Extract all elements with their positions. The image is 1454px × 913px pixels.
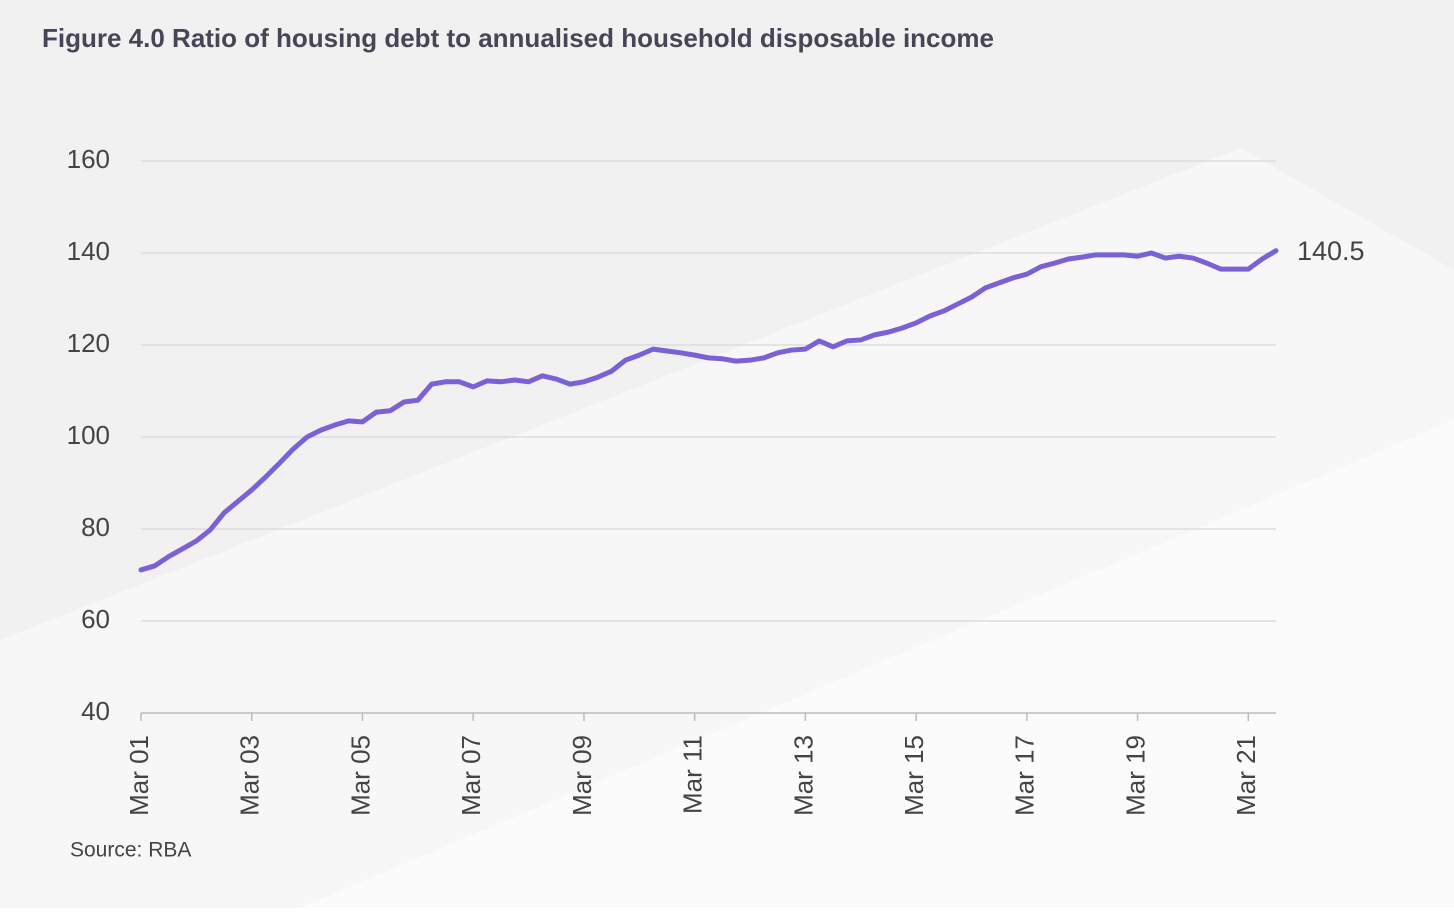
end-value-label: 140.5 [1297,236,1365,266]
y-tick-label: 140 [67,236,110,266]
x-tick-label: Mar 03 [235,735,265,816]
data-line [138,248,1279,573]
y-tick-label: 120 [67,328,110,358]
x-tick-label: Mar 11 [678,735,708,814]
background-shape [300,420,1454,908]
x-tick-label: Mar 01 [124,735,154,816]
y-tick-label: 100 [67,420,110,450]
x-tick-label: Mar 13 [788,735,818,816]
x-tick-label: Mar 05 [345,735,375,816]
y-tick-label: 60 [81,604,110,634]
x-tick-label: Mar 15 [899,735,929,816]
chart-title: Figure 4.0 Ratio of housing debt to annu… [42,23,994,53]
x-tick-label: Mar 19 [1120,735,1150,816]
source-note: Source: RBA [70,839,191,862]
y-tick-label: 160 [67,144,110,174]
y-tick-label: 80 [81,512,110,542]
y-tick-label: 40 [81,696,110,726]
x-tick-label: Mar 07 [456,735,486,816]
x-tick-label: Mar 21 [1231,735,1261,816]
x-tick-label: Mar 17 [1010,735,1040,816]
x-tick-label: Mar 09 [567,735,597,816]
